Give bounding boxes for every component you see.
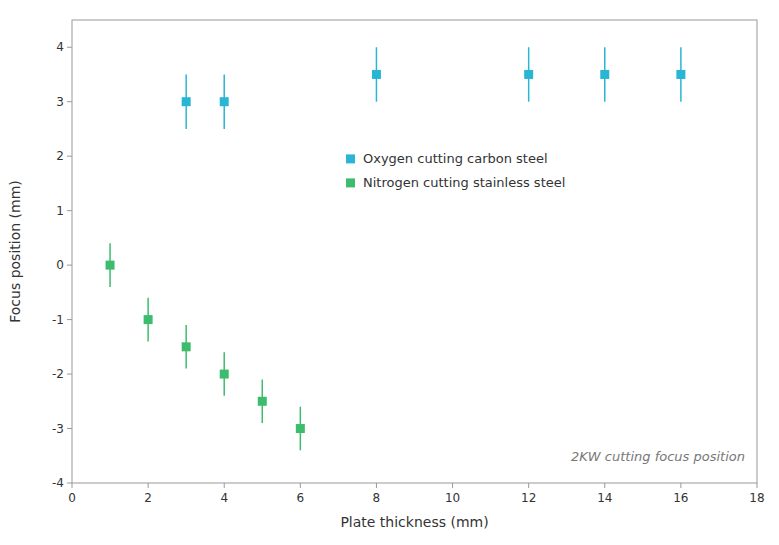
plot-frame xyxy=(72,20,757,483)
y-tick-label: 3 xyxy=(56,95,64,109)
x-tick-label: 18 xyxy=(749,491,764,505)
x-tick xyxy=(376,483,377,488)
x-tick-label: 16 xyxy=(673,491,688,505)
x-tick xyxy=(224,483,225,488)
point xyxy=(600,70,609,79)
y-tick-label: -1 xyxy=(52,313,64,327)
x-tick xyxy=(680,483,681,488)
legend-label: Nitrogen cutting stainless steel xyxy=(363,175,565,190)
x-tick xyxy=(604,483,605,488)
chart: 024681012141618-4-3-2-101234Plate thickn… xyxy=(0,0,779,545)
point xyxy=(182,342,191,351)
x-tick xyxy=(300,483,301,488)
y-tick xyxy=(67,265,72,266)
point xyxy=(220,97,229,106)
x-tick xyxy=(148,483,149,488)
y-tick-label: 4 xyxy=(56,40,64,54)
y-tick-label: -3 xyxy=(52,422,64,436)
y-tick-label: -2 xyxy=(52,367,64,381)
point xyxy=(524,70,533,79)
y-tick xyxy=(67,47,72,48)
x-tick-label: 6 xyxy=(297,491,305,505)
x-tick xyxy=(528,483,529,488)
legend-swatch xyxy=(346,154,355,163)
y-tick-label: 1 xyxy=(56,204,64,218)
point xyxy=(220,370,229,379)
point xyxy=(296,424,305,433)
legend: Oxygen cutting carbon steel Nitrogen cutt… xyxy=(346,151,565,190)
y-tick xyxy=(67,210,72,211)
series xyxy=(182,47,686,129)
x-tick-label: 12 xyxy=(521,491,536,505)
legend-label: Oxygen cutting carbon steel xyxy=(363,151,548,166)
point xyxy=(182,97,191,106)
y-tick-label: 0 xyxy=(56,258,64,272)
series xyxy=(106,243,305,450)
x-tick-label: 10 xyxy=(445,491,460,505)
x-tick xyxy=(757,483,758,488)
point xyxy=(144,315,153,324)
x-tick-label: 0 xyxy=(68,491,76,505)
y-tick-label: -4 xyxy=(52,476,64,490)
x-axis-label: Plate thickness (mm) xyxy=(340,514,488,530)
x-tick-label: 14 xyxy=(597,491,612,505)
point xyxy=(258,397,267,406)
x-tick-label: 4 xyxy=(220,491,228,505)
x-tick-label: 2 xyxy=(144,491,152,505)
point xyxy=(106,261,115,270)
x-tick-label: 8 xyxy=(373,491,381,505)
y-tick xyxy=(67,101,72,102)
point xyxy=(676,70,685,79)
y-tick xyxy=(67,156,72,157)
y-tick xyxy=(67,319,72,320)
annotation: 2KW cutting focus position xyxy=(571,449,745,464)
x-tick xyxy=(72,483,73,488)
y-tick xyxy=(67,428,72,429)
y-tick xyxy=(67,483,72,484)
y-tick-label: 2 xyxy=(56,149,64,163)
x-tick xyxy=(452,483,453,488)
legend-swatch xyxy=(346,178,355,187)
y-axis-label: Focus position (mm) xyxy=(7,180,23,323)
point xyxy=(372,70,381,79)
marks xyxy=(106,47,686,450)
y-tick xyxy=(67,374,72,375)
